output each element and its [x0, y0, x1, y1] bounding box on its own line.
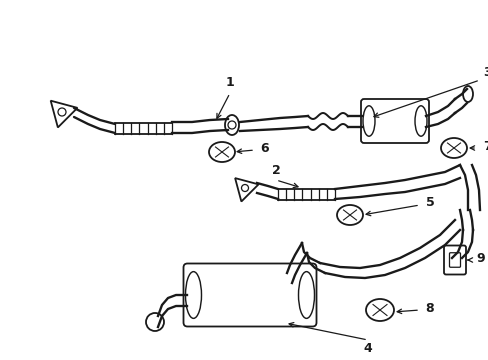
- Text: 9: 9: [476, 252, 484, 265]
- Text: 6: 6: [260, 141, 269, 154]
- Text: 8: 8: [425, 302, 433, 315]
- Text: 4: 4: [363, 342, 372, 355]
- Text: 2: 2: [271, 163, 280, 176]
- Text: 3: 3: [482, 66, 488, 78]
- Text: 5: 5: [425, 195, 433, 208]
- Text: 7: 7: [482, 140, 488, 153]
- Text: 1: 1: [225, 77, 234, 90]
